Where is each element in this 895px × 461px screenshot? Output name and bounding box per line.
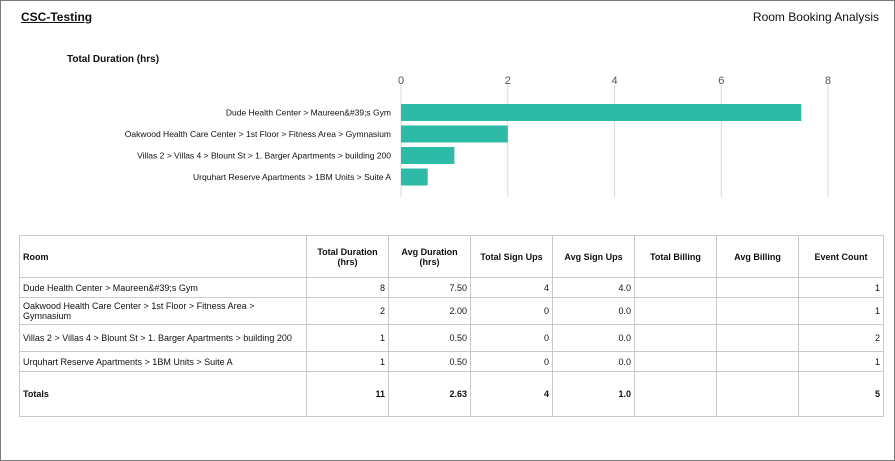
cell-total-billing — [634, 351, 717, 372]
cell-event-count: 1 — [798, 351, 884, 372]
cell-room: Urquhart Reserve Apartments > 1BM Units … — [19, 351, 307, 372]
cell-avg-duration: 0.50 — [388, 351, 471, 372]
bar — [401, 147, 455, 164]
category-label: Dude Health Center > Maureen&#39;s Gym — [226, 108, 391, 118]
cell-total-billing — [634, 277, 717, 298]
cell-avg-sign-ups: 0.0 — [552, 351, 635, 372]
cell-event-count: 1 — [798, 277, 884, 298]
cell-total-sign-ups: 0 — [470, 324, 553, 352]
report-title: Room Booking Analysis — [752, 10, 879, 24]
cell-room: Oakwood Health Care Center > 1st Floor >… — [19, 297, 307, 325]
totals-avg-sign-ups: 1.0 — [552, 371, 635, 417]
cell-total-sign-ups: 4 — [470, 277, 553, 298]
cell-avg-duration: 0.50 — [388, 324, 471, 352]
column-header-avg-billing[interactable]: Avg Billing — [716, 235, 799, 278]
cell-total-duration: 8 — [306, 277, 389, 298]
column-header-total-billing[interactable]: Total Billing — [634, 235, 717, 278]
cell-avg-duration: 2.00 — [388, 297, 471, 325]
totals-avg-billing — [716, 371, 799, 417]
cell-avg-duration: 7.50 — [388, 277, 471, 298]
cell-avg-billing — [716, 351, 799, 372]
cell-event-count: 2 — [798, 324, 884, 352]
column-header-total-sign-ups[interactable]: Total Sign Ups — [470, 235, 553, 278]
cell-avg-sign-ups: 0.0 — [552, 297, 635, 325]
cell-total-duration: 1 — [306, 351, 389, 372]
totals-avg-duration: 2.63 — [388, 371, 471, 417]
cell-total-sign-ups: 0 — [470, 351, 553, 372]
table-row: Dude Health Center > Maureen&#39;s Gym 8… — [19, 277, 884, 298]
cell-total-sign-ups: 0 — [470, 297, 553, 325]
column-header-event-count[interactable]: Event Count — [798, 235, 884, 278]
totals-event-count: 5 — [798, 371, 884, 417]
cell-avg-billing — [716, 297, 799, 325]
totals-label: Totals — [19, 371, 307, 417]
totals-row: Totals 11 2.63 4 1.0 5 — [19, 371, 884, 417]
cell-event-count: 1 — [798, 297, 884, 325]
chart-title: Total Duration (hrs) — [67, 54, 160, 65]
cell-room: Villas 2 > Villas 4 > Blount St > 1. Bar… — [19, 324, 307, 352]
category-label: Villas 2 > Villas 4 > Blount St > 1. Bar… — [137, 151, 391, 161]
totals-total-billing — [634, 371, 717, 417]
cell-total-duration: 1 — [306, 324, 389, 352]
cell-avg-billing — [716, 277, 799, 298]
cell-avg-sign-ups: 4.0 — [552, 277, 635, 298]
table-header-row: Room Total Duration (hrs) Avg Duration (… — [19, 235, 884, 278]
cell-total-duration: 2 — [306, 297, 389, 325]
cell-avg-sign-ups: 0.0 — [552, 324, 635, 352]
duration-bar-chart: 0 2 4 6 8 Dude Health Center > Maureen&#39;s … — [125, 75, 831, 197]
bar — [401, 125, 508, 143]
x-tick-label: 4 — [611, 75, 617, 87]
bar — [401, 168, 428, 186]
column-header-room[interactable]: Room — [19, 235, 307, 278]
category-label: Urquhart Reserve Apartments > 1BM Units … — [193, 172, 391, 182]
totals-total-sign-ups: 4 — [470, 371, 553, 417]
totals-total-duration: 11 — [306, 371, 389, 417]
table-row: Oakwood Health Care Center > 1st Floor >… — [19, 297, 884, 325]
bar — [401, 104, 802, 121]
cell-total-billing — [634, 297, 717, 325]
x-tick-label: 6 — [718, 75, 724, 87]
column-header-avg-duration[interactable]: Avg Duration (hrs) — [388, 235, 471, 278]
category-label: Oakwood Health Care Center > 1st Floor >… — [125, 129, 391, 139]
cell-room: Dude Health Center > Maureen&#39;s Gym — [19, 277, 307, 298]
table-row: Urquhart Reserve Apartments > 1BM Units … — [19, 351, 884, 372]
cell-avg-billing — [716, 324, 799, 352]
cell-total-billing — [634, 324, 717, 352]
org-title[interactable]: CSC-Testing — [21, 10, 93, 24]
x-tick-label: 2 — [505, 75, 511, 87]
column-header-avg-sign-ups[interactable]: Avg Sign Ups — [552, 235, 635, 278]
table-row: Villas 2 > Villas 4 > Blount St > 1. Bar… — [19, 324, 884, 352]
room-booking-table: Room Total Duration (hrs) Avg Duration (… — [19, 235, 884, 417]
x-tick-label: 8 — [825, 75, 831, 87]
column-header-total-duration[interactable]: Total Duration (hrs) — [306, 235, 389, 278]
x-tick-label: 0 — [398, 75, 404, 87]
